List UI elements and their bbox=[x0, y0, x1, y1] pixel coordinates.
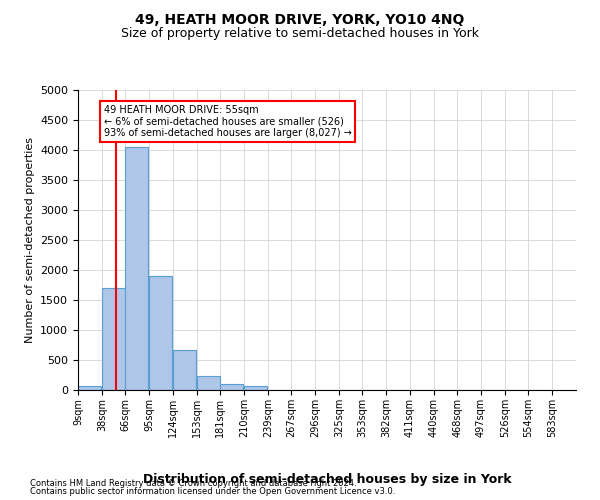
Text: Distribution of semi-detached houses by size in York: Distribution of semi-detached houses by … bbox=[143, 472, 511, 486]
Bar bbox=[102, 288, 125, 390]
Text: Contains HM Land Registry data © Crown copyright and database right 2024.: Contains HM Land Registry data © Crown c… bbox=[30, 478, 356, 488]
Bar bbox=[173, 350, 196, 390]
Text: Size of property relative to semi-detached houses in York: Size of property relative to semi-detach… bbox=[121, 28, 479, 40]
Y-axis label: Number of semi-detached properties: Number of semi-detached properties bbox=[25, 137, 35, 343]
Bar bbox=[149, 276, 172, 390]
Bar bbox=[78, 386, 101, 390]
Bar bbox=[244, 386, 267, 390]
Bar bbox=[220, 384, 243, 390]
Text: 49, HEATH MOOR DRIVE, YORK, YO10 4NQ: 49, HEATH MOOR DRIVE, YORK, YO10 4NQ bbox=[136, 12, 464, 26]
Bar bbox=[125, 147, 148, 390]
Bar bbox=[197, 376, 220, 390]
Text: 49 HEATH MOOR DRIVE: 55sqm
← 6% of semi-detached houses are smaller (526)
93% of: 49 HEATH MOOR DRIVE: 55sqm ← 6% of semi-… bbox=[104, 105, 352, 138]
Text: Contains public sector information licensed under the Open Government Licence v3: Contains public sector information licen… bbox=[30, 487, 395, 496]
